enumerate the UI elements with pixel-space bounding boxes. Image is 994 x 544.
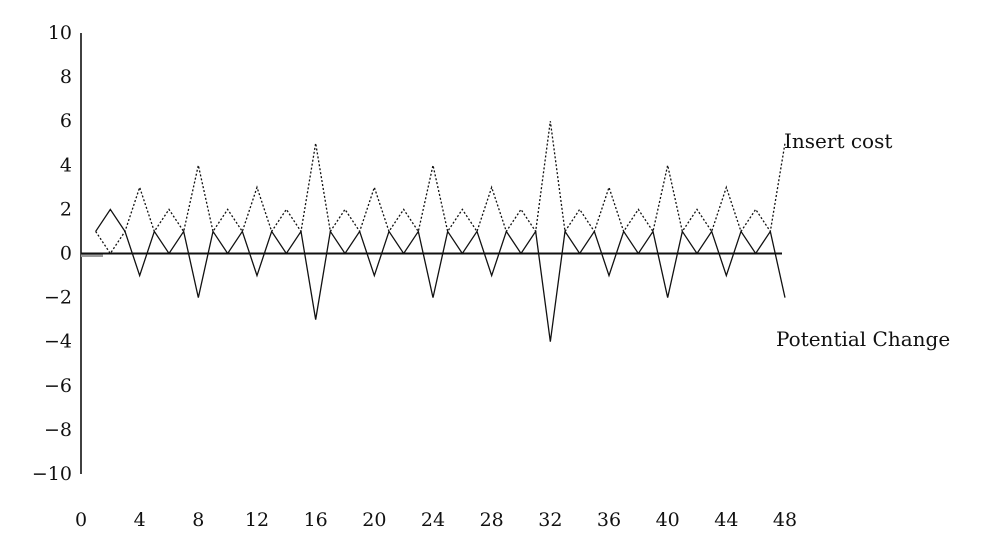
x-tick-label: 36 xyxy=(597,509,621,531)
axes xyxy=(80,33,782,474)
series-layer xyxy=(95,121,786,342)
y-tick-label: −10 xyxy=(32,463,72,485)
x-tick-label: 0 xyxy=(75,509,87,531)
y-tick-label: 0 xyxy=(60,243,72,265)
x-tick-label: 12 xyxy=(245,509,269,531)
series-line-insert-cost xyxy=(95,121,786,255)
y-tick-label: 6 xyxy=(60,110,72,132)
x-tick-label: 24 xyxy=(421,509,445,531)
series-label-insert-cost: Insert cost xyxy=(784,129,892,153)
x-tick-label: 8 xyxy=(192,509,204,531)
x-tick-label: 28 xyxy=(480,509,504,531)
x-tick-label: 48 xyxy=(773,509,797,531)
x-tick-label: 16 xyxy=(304,509,328,531)
y-tick-label: −6 xyxy=(44,375,72,397)
x-tick-label: 44 xyxy=(714,509,738,531)
y-tick-label: 10 xyxy=(48,22,72,44)
x-tick-label: 40 xyxy=(656,509,680,531)
y-tick-label: −4 xyxy=(44,331,72,353)
series-line-potential-change xyxy=(95,208,786,342)
y-tick-label: 4 xyxy=(60,154,72,176)
x-tick-label: 32 xyxy=(538,509,562,531)
series-label-potential-change: Potential Change xyxy=(776,327,950,351)
y-tick-label: −8 xyxy=(44,419,72,441)
x-tick-label: 20 xyxy=(362,509,386,531)
y-tick-label: −2 xyxy=(44,287,72,309)
y-tick-label: 8 xyxy=(60,66,72,88)
x-tick-label: 4 xyxy=(134,509,146,531)
y-tick-label: 2 xyxy=(60,198,72,220)
